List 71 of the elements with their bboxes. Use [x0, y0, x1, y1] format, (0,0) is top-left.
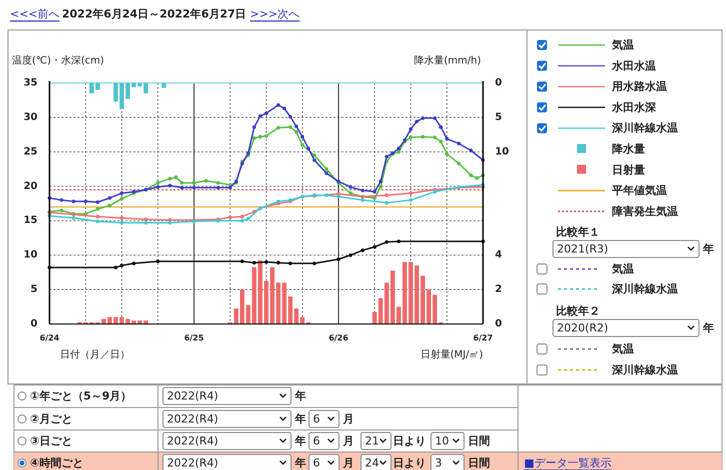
text: 年 — [294, 456, 306, 470]
y-tick-label: 20 — [24, 180, 38, 192]
text: 10 — [435, 434, 449, 448]
text: 気温 — [611, 342, 634, 356]
y3-tick-label: 4 — [495, 250, 502, 261]
x-tick-label: 6/27 — [473, 334, 493, 342]
legend-label: 用水路水温 — [611, 80, 667, 94]
y3-axis-title: 日射量(MJ/㎡) — [420, 348, 484, 360]
text: 年 — [702, 242, 714, 256]
y-axis-title: 温度(℃)・水深(cm) — [12, 54, 104, 66]
legend-label: 水田水温 — [611, 59, 656, 72]
y-tick-label: 25 — [24, 146, 38, 158]
text: 6 — [313, 434, 320, 448]
text: 日より — [393, 434, 426, 448]
text: ①年ごと（5～9月） — [30, 390, 132, 402]
text: 月 — [342, 456, 354, 470]
legend-label: 平年値気温 — [611, 184, 667, 198]
text: 深川幹線水温 — [611, 364, 678, 376]
y-tick-label: 15 — [24, 215, 38, 226]
text: ④時間ごと — [30, 456, 84, 470]
text: 年 — [294, 434, 306, 448]
x-tick-label: 6/26 — [328, 334, 349, 342]
text: 6 — [313, 456, 320, 470]
y-tick-label: 10 — [24, 250, 38, 261]
legend-label: 気温 — [611, 38, 634, 52]
chart-title: 2022年6月24日～2022年6月27日 — [62, 8, 246, 20]
x-axis-title: 日付（月／日） — [60, 350, 130, 360]
y-tick-label: 35 — [24, 78, 38, 88]
legend-label: 日射量 — [612, 163, 645, 176]
text: >>>次へ — [250, 8, 300, 20]
y-tick-label: 5 — [30, 284, 38, 296]
text: 年 — [294, 412, 306, 426]
text: 気温 — [611, 262, 634, 276]
text: 3 — [435, 456, 442, 470]
text: ②月ごと — [30, 412, 72, 426]
text: 日より — [393, 456, 426, 470]
text: ■データ一覧表示 — [524, 456, 612, 470]
text: 日間 — [468, 434, 490, 448]
text: 2022(R4) — [167, 434, 218, 448]
text: 比較年１ — [556, 226, 600, 238]
legend-label: 深川幹線水温 — [611, 122, 678, 135]
text: 月 — [342, 434, 354, 448]
text: 年 — [702, 322, 714, 334]
text: 月 — [342, 412, 354, 426]
text: 日間 — [468, 456, 490, 470]
text: 21 — [365, 434, 379, 448]
y2-tick-label: 10 — [495, 146, 509, 158]
x-tick-label: 6/24 — [40, 334, 60, 342]
text: 2021(R3) — [557, 242, 608, 256]
text: 24 — [365, 456, 379, 470]
text: 年 — [294, 390, 306, 402]
text: 深川幹線水温 — [611, 282, 678, 296]
text: ③日ごと — [30, 434, 72, 448]
text: 2022(R4) — [167, 456, 218, 470]
text: 6 — [313, 412, 320, 426]
legend-label: 水田水深 — [611, 100, 657, 114]
text: <<<前へ — [10, 8, 60, 20]
legend-label: 障害発生気温 — [612, 204, 678, 218]
y2-axis-title: 降水量(mm/h) — [414, 54, 482, 66]
text: 2022(R4) — [167, 412, 218, 426]
legend-label: 降水量 — [612, 142, 645, 156]
text: 2022(R4) — [167, 390, 218, 402]
text: 比較年２ — [556, 304, 600, 318]
text: 2020(R2) — [557, 322, 608, 334]
x-tick-label: 6/25 — [184, 334, 204, 342]
y3-tick-label: 0 — [495, 318, 502, 330]
y-tick-label: 0 — [30, 318, 38, 330]
y2-tick-label: 0 — [495, 78, 502, 88]
y3-tick-label: 2 — [495, 284, 502, 296]
y-tick-label: 30 — [24, 112, 38, 123]
y2-tick-label: 5 — [495, 112, 502, 123]
